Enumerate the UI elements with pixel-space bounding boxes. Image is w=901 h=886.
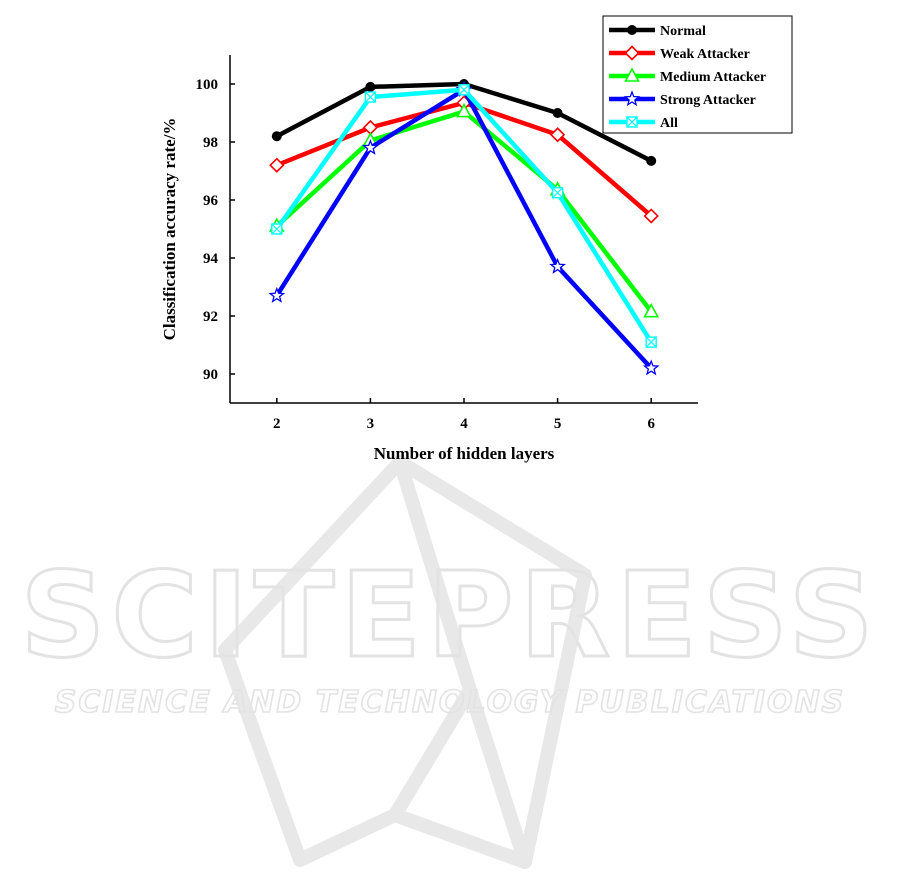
series-all: [271, 84, 657, 348]
axes: 90 92 94 96 98 100 2 3 4 5 6: [196, 55, 698, 432]
legend-swatch-marker: [624, 45, 640, 61]
x-tick-label: 3: [367, 416, 375, 432]
legend-label: Medium Attacker: [660, 70, 766, 85]
legend-label: Weak Attacker: [660, 47, 750, 62]
data-point: [549, 257, 566, 274]
y-tick-label: 90: [203, 367, 218, 383]
data-point: [458, 84, 470, 96]
data-point: [269, 157, 285, 173]
legend: Normal Weak Attacker Medium Attacker Strong…: [602, 15, 793, 134]
data-point: [646, 155, 657, 166]
marker-x: [626, 116, 638, 128]
y-tick-label: 94: [203, 251, 219, 267]
legend-label: Normal: [660, 24, 706, 39]
y-tick-label: 92: [203, 309, 218, 325]
data-point: [364, 91, 377, 103]
watermark: SCITEPRESS SCIENCE AND TECHNOLOGY PUBLIC…: [19, 455, 879, 869]
series-line: [274, 100, 654, 219]
series-strong-attacker: [268, 80, 660, 376]
data-point: [362, 138, 379, 155]
legend-label: Strong Attacker: [660, 93, 756, 108]
y-ticks: 90 92 94 96 98 100: [196, 77, 235, 383]
data-point: [643, 208, 659, 224]
legend-label: All: [660, 116, 678, 131]
data-point: [365, 81, 376, 92]
data-point: [643, 302, 660, 318]
legend-swatch-marker: [627, 25, 637, 35]
y-tick-label: 100: [196, 77, 219, 93]
data-point: [642, 359, 660, 376]
data-point: [549, 127, 566, 143]
watermark-book-icon: [218, 455, 592, 869]
legend-item: All: [609, 116, 678, 131]
watermark-title: SCITEPRESS: [20, 546, 879, 684]
x-tick-label: 4: [460, 416, 468, 432]
y-tick-label: 98: [203, 135, 218, 151]
x-axis-title: Number of hidden layers: [374, 444, 555, 463]
marker-x: [645, 336, 657, 348]
data-point: [456, 102, 472, 118]
data-point: [551, 187, 564, 199]
legend-item: Normal: [609, 24, 706, 39]
data-point: [268, 286, 286, 303]
legend-swatch-marker: [624, 67, 640, 82]
x-tick-label: 5: [554, 416, 562, 432]
legend-item: Strong Attacker: [609, 90, 756, 108]
legend-swatch-marker: [623, 90, 641, 107]
marker-x: [552, 187, 564, 199]
data-point: [271, 131, 282, 142]
x-ticks: 2 3 4 5 6: [273, 398, 655, 432]
legend-items: Normal Weak Attacker Medium Attacker Strong…: [609, 24, 766, 131]
legend-item: Medium Attacker: [609, 67, 766, 85]
y-tick-label: 96: [203, 193, 219, 209]
data-point: [271, 223, 283, 235]
watermark-subtitle: SCIENCE AND TECHNOLOGY PUBLICATIONS: [55, 685, 846, 720]
legend-swatch-marker: [626, 116, 638, 128]
data-point: [645, 336, 657, 348]
x-tick-label: 6: [647, 416, 655, 432]
y-axis-title: Classification accuracy rate/%: [160, 118, 179, 341]
legend-item: Weak Attacker: [609, 45, 750, 62]
data-point: [552, 108, 563, 118]
marker-x: [271, 223, 283, 235]
marker-x: [364, 91, 376, 103]
x-tick-label: 2: [273, 416, 281, 432]
plot-area: [268, 79, 660, 376]
marker-x: [458, 84, 470, 96]
